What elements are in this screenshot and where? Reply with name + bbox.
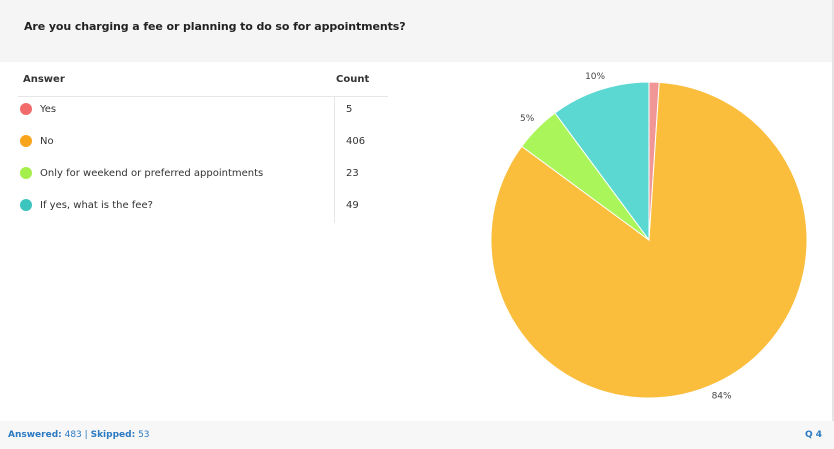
- answer-count: 5: [346, 104, 353, 115]
- response-stats: Answered: 483 | Skipped: 53: [8, 430, 150, 440]
- table-row: Yes 5: [18, 97, 388, 129]
- response-footer: Answered: 483 | Skipped: 53 Q 4: [0, 421, 834, 449]
- skipped-label: Skipped:: [90, 430, 136, 440]
- question-title: Are you charging a fee or planning to do…: [24, 20, 406, 33]
- answer-label: If yes, what is the fee?: [40, 200, 153, 211]
- stats-separator: |: [84, 430, 88, 440]
- count-column-header: Count: [336, 74, 370, 85]
- answer-label: Only for weekend or preferred appointmen…: [40, 168, 264, 179]
- skipped-count: 53: [138, 430, 150, 440]
- column-divider: [334, 97, 335, 223]
- legend-dot-icon: [20, 167, 32, 179]
- table-row: No 406: [18, 129, 388, 161]
- question-header: Are you charging a fee or planning to do…: [0, 0, 834, 62]
- answered-label: Answered:: [8, 430, 62, 440]
- answer-count: 49: [346, 200, 359, 211]
- table-row: Only for weekend or preferred appointmen…: [18, 161, 388, 193]
- slice-percent-label: 84%: [712, 391, 732, 401]
- slice-percent-label: 10%: [585, 72, 605, 82]
- answer-column-header: Answer: [23, 74, 65, 85]
- legend-dot-icon: [20, 135, 32, 147]
- question-number: Q 4: [804, 430, 822, 440]
- results-panel: Answer Count Yes 5 No 406 Only for weeke…: [0, 62, 834, 421]
- slice-percent-label: 5%: [520, 114, 535, 124]
- legend-dot-icon: [20, 103, 32, 115]
- pie-slice: [554, 81, 650, 242]
- answer-count: 23: [346, 168, 359, 179]
- legend-dot-icon: [20, 199, 32, 211]
- answer-count: 406: [346, 136, 366, 147]
- table-row: If yes, what is the fee? 49: [18, 193, 388, 225]
- answered-count: 483: [64, 430, 82, 440]
- pie-chart: 1%84%5%10%: [490, 72, 808, 401]
- answer-label: Yes: [40, 104, 57, 115]
- header-divider: [18, 96, 388, 97]
- answer-label: No: [40, 136, 54, 147]
